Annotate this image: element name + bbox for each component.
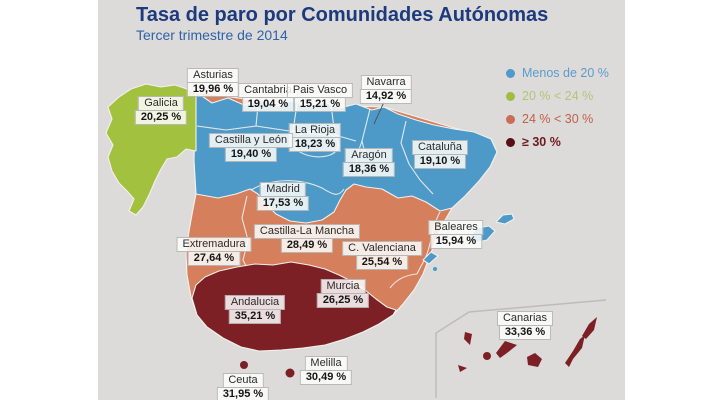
region-value: 20,25 % [134, 110, 188, 125]
region-name: La Rioja [288, 123, 342, 138]
region-value: 27,64 % [187, 251, 241, 266]
island-la-gomera [483, 352, 491, 360]
legend-item-20-24: 20 % < 24 % [506, 89, 609, 103]
region-name: Castilla-La Mancha [253, 224, 361, 239]
region-label-pais-vasco: Pais Vasco 15,21 % [286, 83, 354, 112]
island-fuerteventura [565, 335, 585, 367]
region-value: 19,10 % [413, 154, 467, 169]
region-name: Baleares [428, 220, 484, 235]
region-name: Pais Vasco [286, 83, 354, 98]
island-tenerife [496, 341, 517, 358]
region-value: 33,36 % [498, 325, 552, 340]
legend-label: 24 % < 30 % [522, 112, 594, 126]
legend-dot-green-icon [506, 91, 515, 101]
region-name: Cataluña [411, 140, 469, 155]
island-lanzarote [582, 317, 597, 339]
region-value: 19,40 % [224, 147, 278, 162]
region-label-navarra: Navarra 14,92 % [359, 75, 413, 104]
region-label-c-valenciana: C. Valenciana 25,54 % [342, 241, 422, 270]
legend-dot-salmon-icon [506, 114, 515, 124]
region-label-aragon: Aragón 18,36 % [342, 148, 396, 177]
canarias-inset-border [435, 299, 607, 398]
legend-label: Menos de 20 % [522, 66, 609, 80]
region-label-castilla-la-mancha: Castilla-La Mancha 28,49 % [253, 224, 361, 253]
island-formentera [433, 267, 437, 271]
region-label-murcia: Murcia 26,25 % [316, 279, 370, 308]
island-menorca [495, 213, 515, 225]
region-value: 28,49 % [280, 238, 334, 253]
region-label-la-rioja: La Rioja 18,23 % [288, 123, 342, 152]
legend: Menos de 20 % 20 % < 24 % 24 % < 30 % ≥ … [506, 66, 609, 149]
island-el-hierro [458, 365, 467, 372]
region-label-castilla-y-leon: Castilla y León 19,40 % [208, 133, 294, 162]
region-label-ceuta: Ceuta 31,95 % [216, 373, 270, 400]
region-label-madrid: Madrid 17,53 % [256, 182, 310, 211]
page-subtitle: Tercer trimestre de 2014 [136, 27, 288, 43]
region-name: Aragón [345, 148, 393, 163]
region-value: 25,54 % [355, 255, 409, 270]
region-name: Navarra [360, 75, 412, 90]
region-label-melilla: Melilla 30,49 % [299, 356, 353, 385]
region-value: 30,49 % [299, 370, 353, 385]
region-value: 17,53 % [256, 196, 310, 211]
region-name: Castilla y León [208, 133, 294, 148]
legend-item-30-plus: ≥ 30 % [506, 135, 609, 149]
region-label-cataluna: Cataluña 19,10 % [411, 140, 469, 169]
region-label-canarias: Canarias 33,36 % [496, 311, 554, 340]
region-name: Madrid [260, 182, 306, 197]
region-value: 18,23 % [288, 137, 342, 152]
region-name: Andalucia [224, 295, 286, 310]
legend-dot-darkred-icon [506, 137, 515, 147]
region-value: 18,36 % [342, 162, 396, 177]
island-la-palma [464, 332, 472, 345]
region-canarias [458, 317, 597, 372]
region-value: 19,96 % [186, 82, 240, 97]
region-value: 31,95 % [216, 387, 270, 400]
region-value: 19,04 % [241, 97, 295, 112]
region-label-galicia: Galicia 20,25 % [134, 96, 188, 125]
region-name: Galicia [138, 96, 184, 111]
region-label-asturias: Asturias 19,96 % [186, 68, 240, 97]
region-name: C. Valenciana [342, 241, 422, 256]
legend-label: ≥ 30 % [522, 135, 561, 149]
region-value: 15,94 % [429, 234, 483, 249]
region-label-andalucia: Andalucia 35,21 % [224, 295, 286, 324]
region-value: 26,25 % [316, 293, 370, 308]
region-ceuta-dot [240, 361, 248, 369]
region-name: Melilla [304, 356, 348, 371]
region-melilla-dot [285, 368, 295, 378]
navarra-connector-line [373, 101, 385, 125]
region-value: 14,92 % [359, 89, 413, 104]
island-ibiza [422, 251, 439, 265]
region-name: Ceuta [222, 373, 264, 388]
region-label-cantabria: Cantabria 19,04 % [238, 83, 298, 112]
region-label-extremadura: Extremadura 27,64 % [176, 237, 252, 266]
region-name: Canarias [496, 311, 554, 326]
legend-item-under-20: Menos de 20 % [506, 66, 609, 80]
legend-item-24-30: 24 % < 30 % [506, 112, 609, 126]
region-name: Murcia [320, 279, 366, 294]
page-title: Tasa de paro por Comunidades Autónomas [136, 4, 549, 26]
region-value: 15,21 % [293, 97, 347, 112]
region-name: Extremadura [176, 237, 252, 252]
region-label-baleares: Baleares 15,94 % [428, 220, 484, 249]
legend-dot-blue-icon [506, 68, 515, 78]
region-value: 35,21 % [228, 309, 282, 324]
legend-label: 20 % < 24 % [522, 89, 594, 103]
region-name: Asturias [187, 68, 239, 83]
island-gran-canaria [527, 353, 542, 367]
